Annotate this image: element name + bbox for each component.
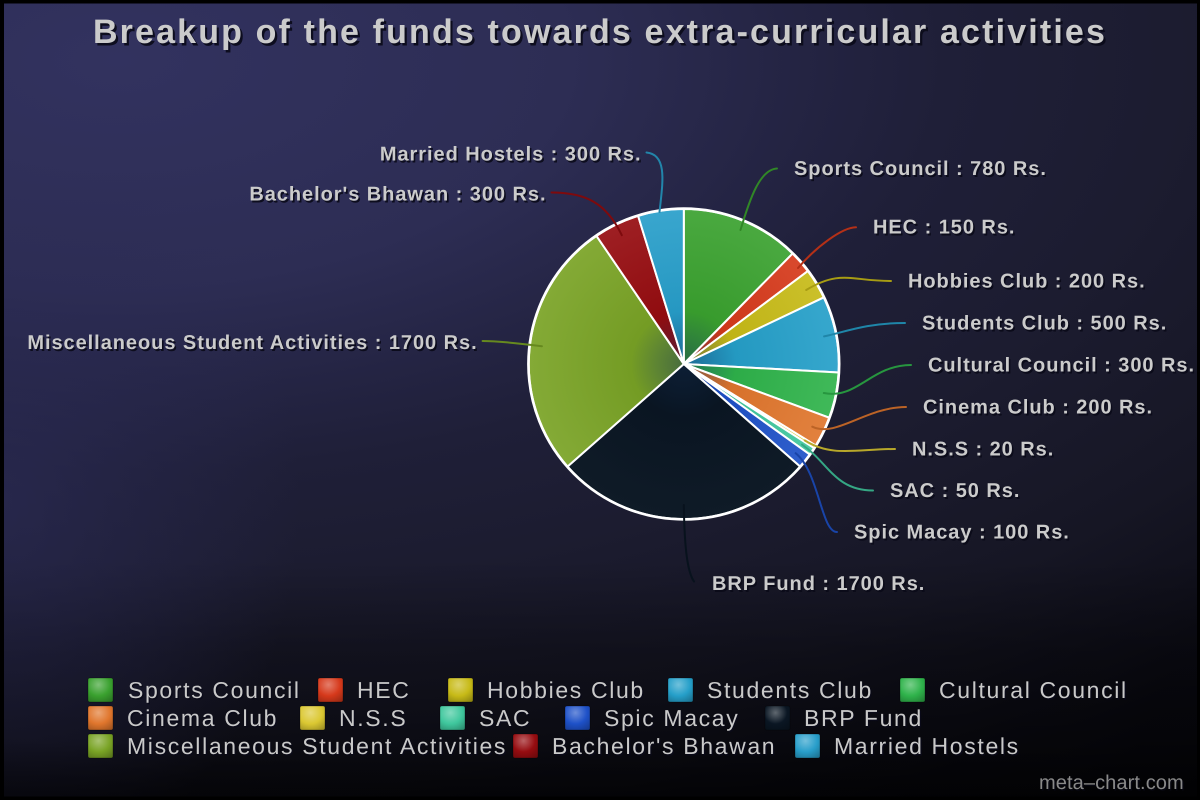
svg-text:meta–chart.com: meta–chart.com xyxy=(1040,773,1185,795)
svg-text:Bachelor's Bhawan: Bachelor's Bhawan xyxy=(552,733,776,759)
svg-text:HEC : 150 Rs.: HEC : 150 Rs. xyxy=(875,218,1017,240)
svg-text:Cultural Council: Cultural Council xyxy=(939,677,1128,703)
svg-text:HEC : 150 Rs.: HEC : 150 Rs. xyxy=(873,217,1015,239)
svg-text:Hobbies Club: Hobbies Club xyxy=(487,677,645,703)
svg-text:Married Hostels: Married Hostels xyxy=(834,733,1020,759)
svg-text:BRP Fund: BRP Fund xyxy=(805,707,924,733)
svg-text:Spic Macay : 100 Rs.: Spic Macay : 100 Rs. xyxy=(856,523,1072,545)
svg-text:Sports Council : 780 Rs.: Sports Council : 780 Rs. xyxy=(794,158,1047,180)
svg-text:Miscellaneous Student Activiti: Miscellaneous Student Activities xyxy=(128,735,508,761)
svg-text:BRP Fund: BRP Fund xyxy=(804,705,923,731)
svg-text:N.S.S: N.S.S xyxy=(340,707,408,733)
svg-text:Spic Macay: Spic Macay xyxy=(604,705,739,731)
svg-text:Cultural Council : 300 Rs.: Cultural Council : 300 Rs. xyxy=(928,355,1195,377)
svg-text:N.S.S : 20 Rs.: N.S.S : 20 Rs. xyxy=(912,439,1054,461)
svg-text:Bachelor's Bhawan : 300 Rs.: Bachelor's Bhawan : 300 Rs. xyxy=(249,184,546,206)
svg-text:SAC : 50 Rs.: SAC : 50 Rs. xyxy=(890,480,1020,502)
svg-text:Sports Council : 780 Rs.: Sports Council : 780 Rs. xyxy=(796,160,1049,182)
svg-text:HEC: HEC xyxy=(357,677,411,703)
svg-text:N.S.S: N.S.S xyxy=(339,705,407,731)
svg-text:Spic Macay: Spic Macay xyxy=(605,707,740,733)
svg-text:meta–chart.com: meta–chart.com xyxy=(1039,772,1184,794)
svg-text:Students Club: Students Club xyxy=(707,677,873,703)
svg-text:Cinema Club: Cinema Club xyxy=(128,707,279,733)
svg-text:HEC: HEC xyxy=(358,679,412,705)
svg-text:Miscellaneous Student Activiti: Miscellaneous Student Activities : 1700 … xyxy=(29,334,479,356)
svg-text:Spic Macay : 100 Rs.: Spic Macay : 100 Rs. xyxy=(854,522,1070,544)
svg-text:Bachelor's Bhawan: Bachelor's Bhawan xyxy=(553,735,777,761)
svg-text:Hobbies Club: Hobbies Club xyxy=(488,679,646,705)
svg-text:Bachelor's Bhawan : 300 Rs.: Bachelor's Bhawan : 300 Rs. xyxy=(251,185,548,207)
svg-text:BRP Fund : 1700 Rs.: BRP Fund : 1700 Rs. xyxy=(712,573,925,595)
svg-text:Miscellaneous Student Activiti: Miscellaneous Student Activities xyxy=(127,733,507,759)
svg-text:Cultural Council: Cultural Council xyxy=(940,679,1129,705)
svg-text:SAC: SAC xyxy=(479,705,531,731)
svg-text:Hobbies Club : 200 Rs.: Hobbies Club : 200 Rs. xyxy=(908,271,1146,293)
svg-text:SAC: SAC xyxy=(480,707,532,733)
svg-text:Cinema Club : 200 Rs.: Cinema Club : 200 Rs. xyxy=(923,397,1153,419)
svg-text:Students Club : 500 Rs.: Students Club : 500 Rs. xyxy=(922,313,1167,335)
svg-text:N.S.S : 20 Rs.: N.S.S : 20 Rs. xyxy=(914,440,1056,462)
svg-text:Students Club: Students Club xyxy=(708,679,874,705)
svg-text:Married Hostels : 300 Rs.: Married Hostels : 300 Rs. xyxy=(381,145,643,167)
svg-text:Cultural Council : 300 Rs.: Cultural Council : 300 Rs. xyxy=(930,356,1197,378)
svg-text:Miscellaneous Student Activiti: Miscellaneous Student Activities : 1700 … xyxy=(27,332,477,354)
svg-text:Sports Council: Sports Council xyxy=(129,679,302,705)
svg-text:Married Hostels : 300 Rs.: Married Hostels : 300 Rs. xyxy=(380,144,642,166)
svg-text:SAC : 50 Rs.: SAC : 50 Rs. xyxy=(892,482,1022,504)
svg-text:Sports Council: Sports Council xyxy=(128,677,301,703)
svg-text:Students Club : 500 Rs.: Students Club : 500 Rs. xyxy=(924,314,1169,336)
svg-text:Hobbies Club : 200 Rs.: Hobbies Club : 200 Rs. xyxy=(910,272,1148,294)
svg-text:Breakup of the funds towards e: Breakup of the funds towards extra-curri… xyxy=(95,16,1109,54)
svg-text:Cinema Club: Cinema Club xyxy=(127,705,278,731)
svg-text:Breakup of the funds towards e: Breakup of the funds towards extra-curri… xyxy=(93,13,1107,51)
svg-text:Married Hostels: Married Hostels xyxy=(835,735,1021,761)
svg-text:BRP Fund : 1700 Rs.: BRP Fund : 1700 Rs. xyxy=(714,575,927,597)
svg-text:Cinema Club : 200 Rs.: Cinema Club : 200 Rs. xyxy=(925,398,1155,420)
